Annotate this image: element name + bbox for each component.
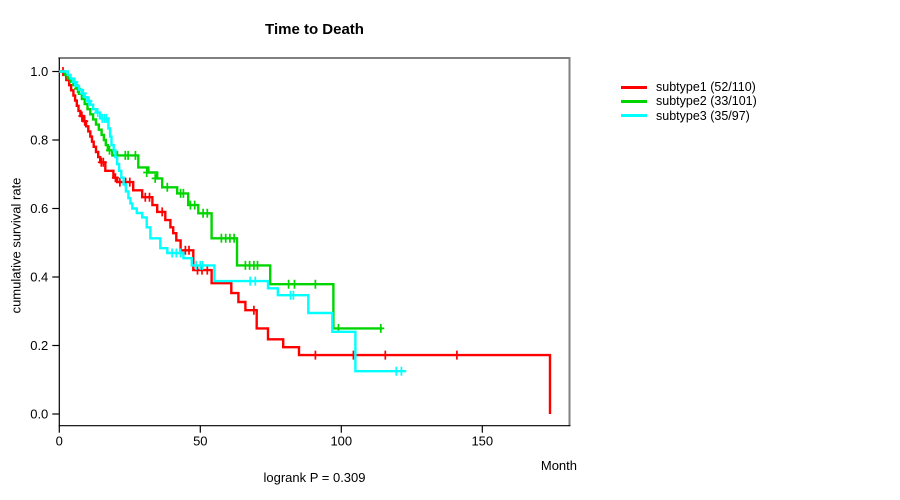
chart-title: Time to Death [265,21,364,38]
survival-curve-subtype3 [59,70,407,373]
legend-label-subtype1: subtype1 (52/110) [656,80,756,94]
x-tick-label: 150 [471,434,493,449]
x-axis-label: Month [540,458,577,473]
legend-item-subtype1: subtype1 (52/110) [621,80,757,94]
y-tick-label: 0.0 [30,407,48,422]
legend-item-subtype2: subtype2 (33/101) [621,94,757,108]
y-tick-label: 0.6 [30,201,48,216]
legend-line-subtype1 [621,85,647,89]
legend: subtype1 (52/110) subtype2 (33/101) subt… [621,80,757,123]
censor-marks-subtype1 [59,67,461,360]
y-axis-label: cumulative survival rate [8,177,24,314]
legend-line-subtype3 [621,114,647,118]
y-tick-label: 1.0 [30,64,48,79]
x-tick-label: 50 [193,434,207,449]
legend-line-subtype2 [621,99,647,103]
y-tick-label: 0.8 [30,133,48,148]
x-tick-label: 100 [330,434,352,449]
logrank-pvalue-text: logrank P = 0.309 [263,470,366,485]
censor-marks-subtype3 [71,77,405,376]
legend-label-subtype3: subtype3 (35/97) [656,108,750,123]
legend-item-subtype3: subtype3 (35/97) [621,109,757,123]
censor-marks-subtype2 [74,84,385,333]
y-tick-label: 0.2 [30,338,48,353]
x-tick-label: 0 [56,434,63,449]
survival-curve-subtype1 [59,70,552,414]
legend-label-subtype2: subtype2 (33/101) [656,94,757,109]
survival-curve-subtype2 [59,70,383,330]
y-tick-label: 0.4 [30,270,48,285]
